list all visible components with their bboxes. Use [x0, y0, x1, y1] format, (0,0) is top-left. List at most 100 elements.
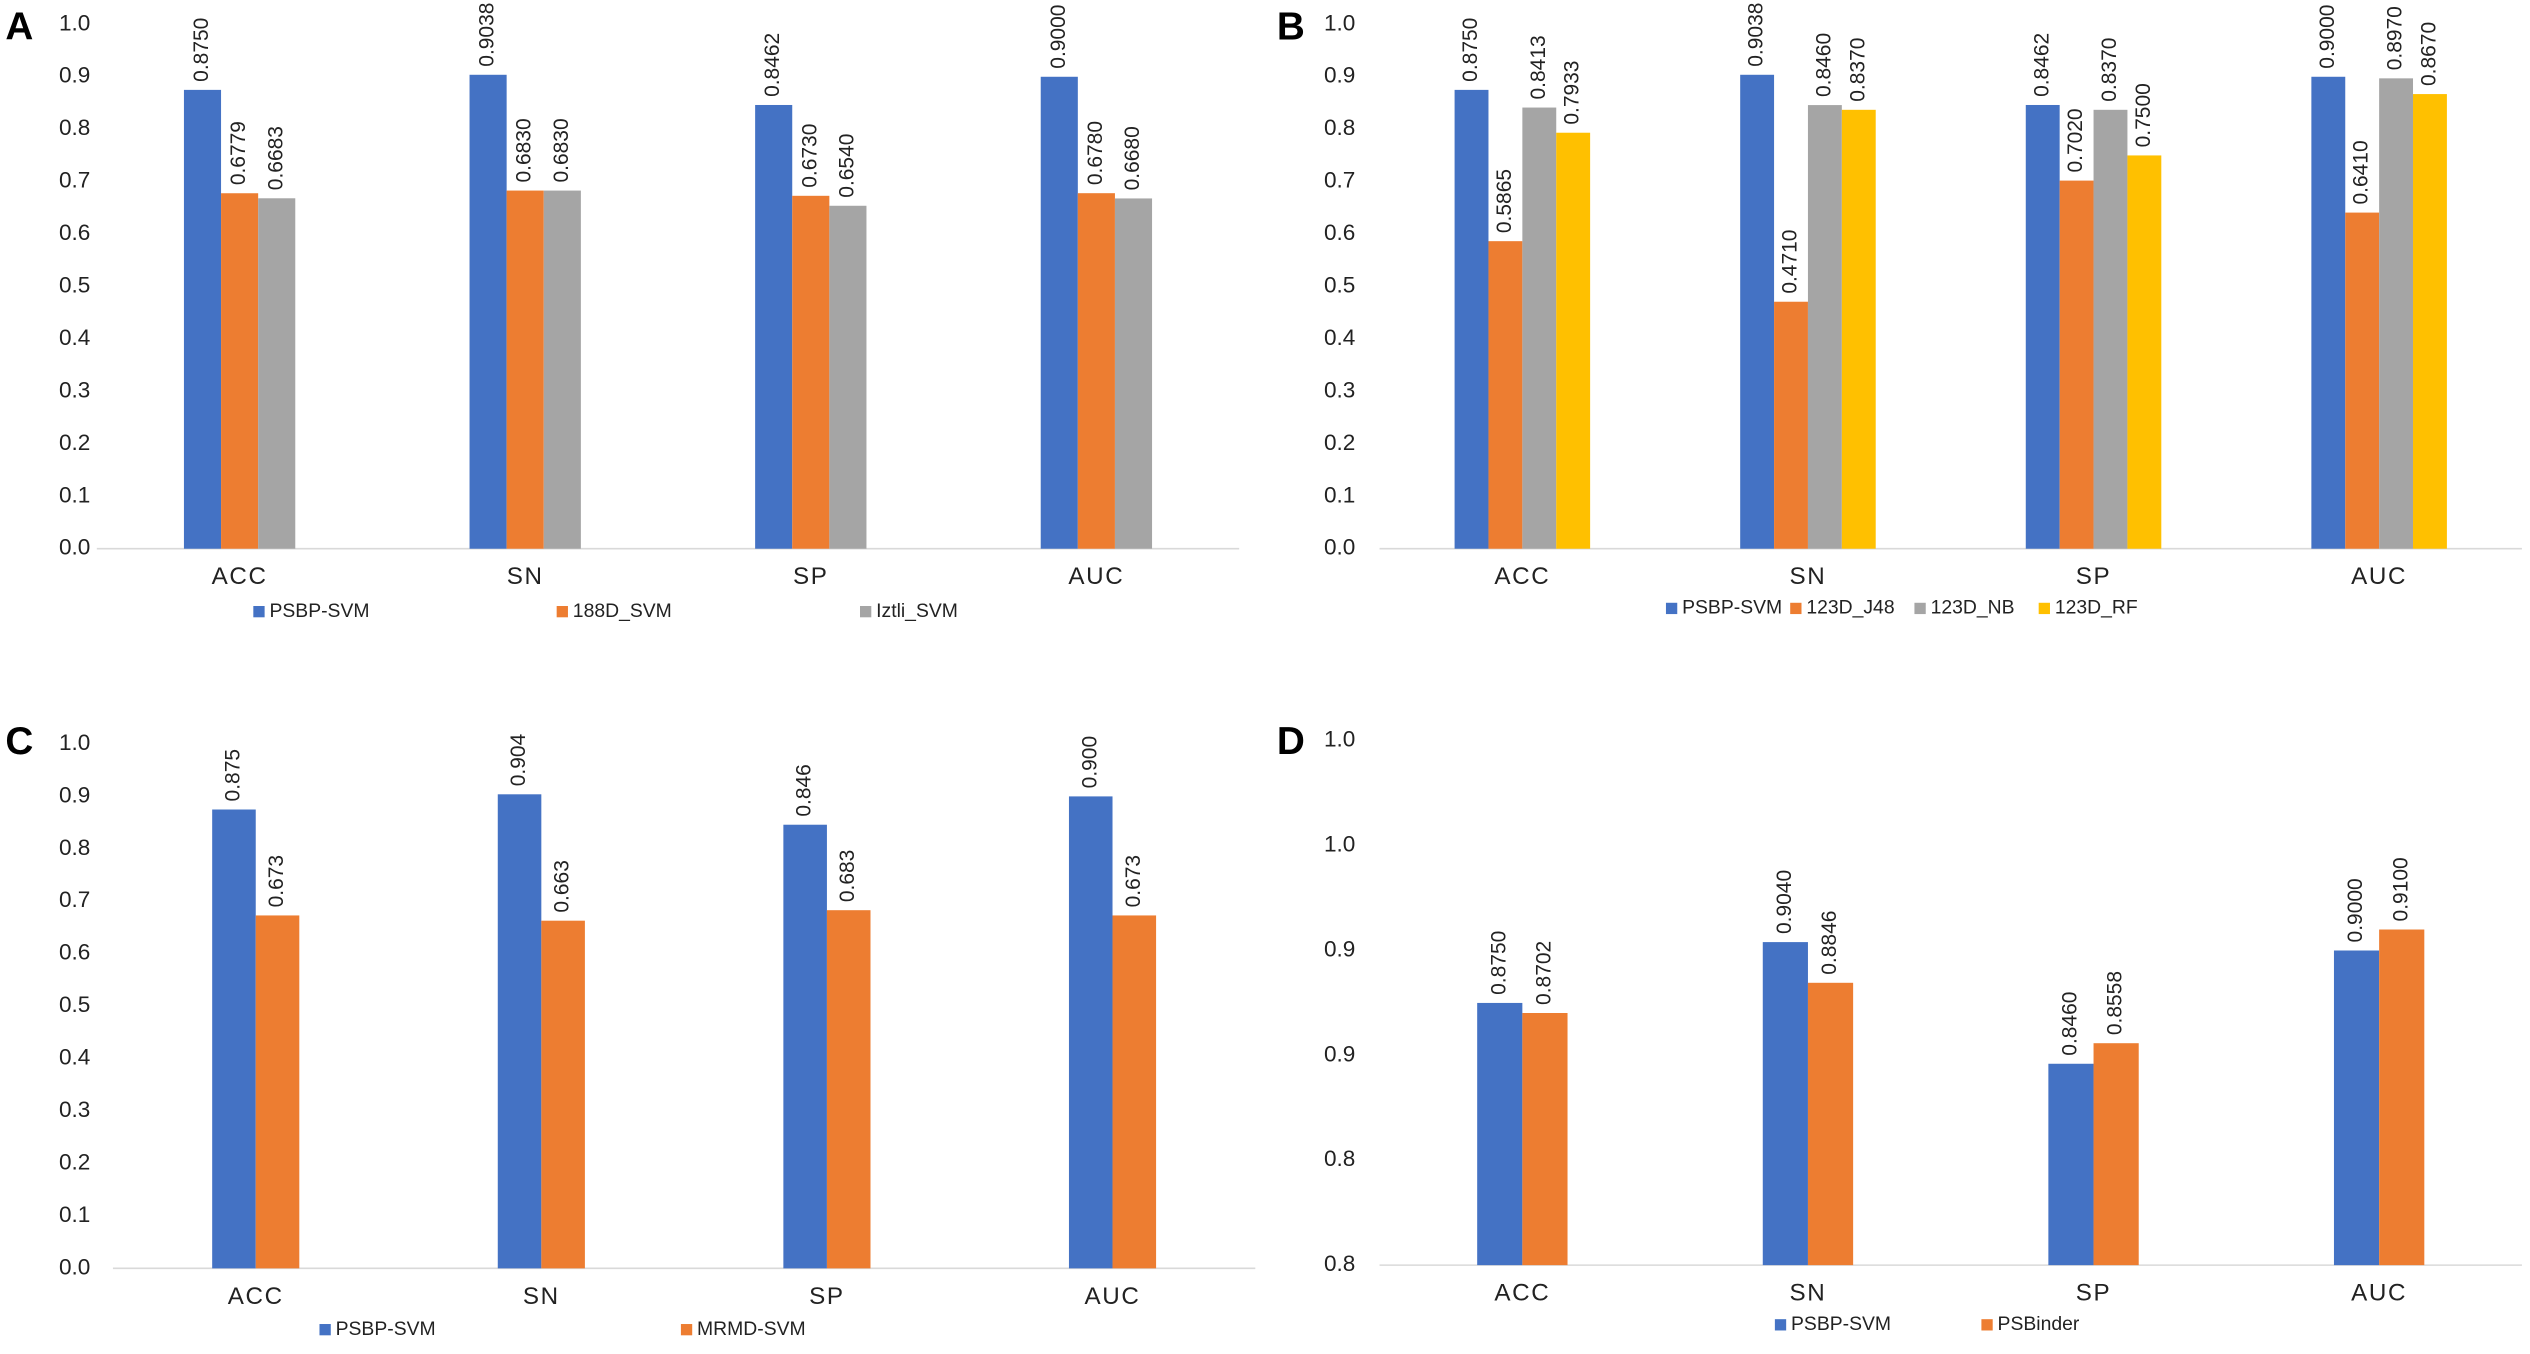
y-tick-label: 0.7	[59, 168, 90, 193]
x-tick-label: AUC	[1085, 1283, 1141, 1310]
legend-label: PSBP-SVM	[269, 600, 369, 622]
data-label: 0.6779	[227, 121, 250, 185]
data-label: 0.8462	[761, 33, 784, 97]
data-label: 0.8370	[2098, 38, 2121, 102]
y-tick-label: 0.3	[59, 1097, 90, 1122]
bar	[1522, 107, 1557, 549]
bar	[2093, 109, 2128, 549]
data-label: 0.7020	[2064, 108, 2087, 172]
bar	[1068, 796, 1113, 1269]
bar	[543, 190, 581, 549]
y-tick-label: 0.2	[59, 430, 90, 455]
data-label: 0.5865	[1493, 169, 1516, 233]
data-label: 0.8413	[1527, 35, 1550, 99]
y-tick-label: 1.0	[1324, 727, 1355, 752]
y-tick-label: 0.5	[59, 992, 90, 1017]
data-label: 0.8702	[1532, 941, 1555, 1005]
legend-swatch	[1665, 602, 1678, 615]
bar	[1077, 193, 1115, 549]
y-tick-label: 0.4	[59, 325, 90, 350]
bar	[755, 104, 793, 549]
legend-label: 188D_SVM	[573, 600, 672, 622]
data-label: 0.8558	[2104, 971, 2127, 1035]
y-tick-label: 0.9	[1324, 936, 1355, 961]
y-tick-label: 0.0	[59, 535, 90, 560]
bar	[497, 794, 542, 1269]
legend-label: PSBinder	[1998, 1313, 2080, 1335]
legend-label: PSBP-SVM	[1682, 597, 1782, 619]
bar	[829, 205, 867, 549]
bar	[2379, 929, 2425, 1266]
x-tick-label: SN	[1790, 1280, 1827, 1307]
panel-label: A	[5, 5, 33, 48]
bar	[1040, 76, 1078, 549]
y-tick-label: 1.0	[1324, 10, 1355, 35]
legend-swatch	[556, 606, 568, 618]
data-label: 0.8462	[2030, 33, 2053, 97]
bar	[1774, 301, 1808, 549]
bar	[2059, 180, 2094, 549]
bar	[183, 89, 222, 549]
y-tick-label: 0.6	[59, 940, 90, 965]
x-tick-label: SP	[793, 563, 829, 590]
data-label: 0.9000	[1047, 5, 1070, 69]
data-label: 0.8750	[1487, 931, 1510, 995]
y-tick-label: 0.1	[59, 482, 90, 507]
legend-swatch	[2038, 602, 2050, 615]
bar	[1114, 198, 1153, 549]
data-label: 0.8846	[1818, 911, 1841, 975]
data-label: 0.7500	[2132, 83, 2155, 147]
legend-swatch	[319, 1324, 331, 1336]
y-tick-label: 0.9	[1324, 63, 1355, 88]
data-label: 0.875	[222, 749, 245, 801]
y-tick-label: 1.0	[59, 730, 90, 755]
bar	[1740, 74, 1775, 549]
bar	[506, 190, 544, 549]
y-tick-label: 0.3	[1324, 377, 1355, 402]
data-label: 0.8970	[2384, 6, 2407, 70]
bar	[255, 915, 300, 1269]
data-label: 0.9038	[476, 3, 499, 67]
y-tick-label: 0.3	[59, 377, 90, 402]
bar	[2333, 950, 2380, 1266]
bar	[1112, 915, 1157, 1269]
data-label: 0.8750	[190, 18, 213, 82]
legend-label: PSBP-SVM	[1791, 1313, 1891, 1335]
y-tick-label: 1.0	[1324, 832, 1355, 857]
y-tick-label: 0.8	[1324, 1146, 1355, 1171]
y-tick-label: 0.5	[59, 272, 90, 297]
bar	[541, 920, 585, 1269]
x-tick-label: SN	[507, 563, 544, 590]
x-tick-label: ACC	[212, 563, 268, 590]
legend-label: Iztli_SVM	[876, 600, 958, 622]
y-tick-label: 0.9	[1324, 1041, 1355, 1066]
data-label: 0.673	[265, 855, 288, 907]
bar	[2379, 78, 2414, 549]
legend-label: 123D_J48	[1806, 597, 1894, 619]
data-label: 0.6540	[835, 134, 858, 198]
y-tick-label: 0.8	[59, 835, 90, 860]
x-tick-label: SN	[523, 1283, 560, 1310]
y-tick-label: 0.5	[1324, 272, 1355, 297]
x-tick-label: SP	[809, 1283, 845, 1310]
legend-swatch	[860, 606, 872, 618]
data-label: 0.8460	[2059, 992, 2082, 1056]
bar	[792, 195, 830, 549]
y-tick-label: 0.0	[59, 1254, 90, 1279]
y-tick-label: 0.2	[59, 1149, 90, 1174]
y-tick-label: 0.6	[1324, 220, 1355, 245]
y-tick-label: 0.0	[1324, 535, 1355, 560]
data-label: 0.9000	[2344, 878, 2367, 942]
bar	[2048, 1063, 2094, 1266]
data-label: 0.6830	[513, 118, 536, 182]
bar	[1807, 982, 1854, 1266]
data-label: 0.683	[836, 850, 859, 902]
bar	[2413, 94, 2447, 549]
data-label: 0.9038	[1745, 3, 1768, 67]
legend-swatch	[680, 1324, 693, 1336]
y-tick-label: 0.1	[59, 1202, 90, 1227]
y-tick-label: 0.8	[1324, 1251, 1355, 1276]
bar	[1454, 89, 1489, 549]
data-label: 0.9040	[1773, 870, 1796, 934]
